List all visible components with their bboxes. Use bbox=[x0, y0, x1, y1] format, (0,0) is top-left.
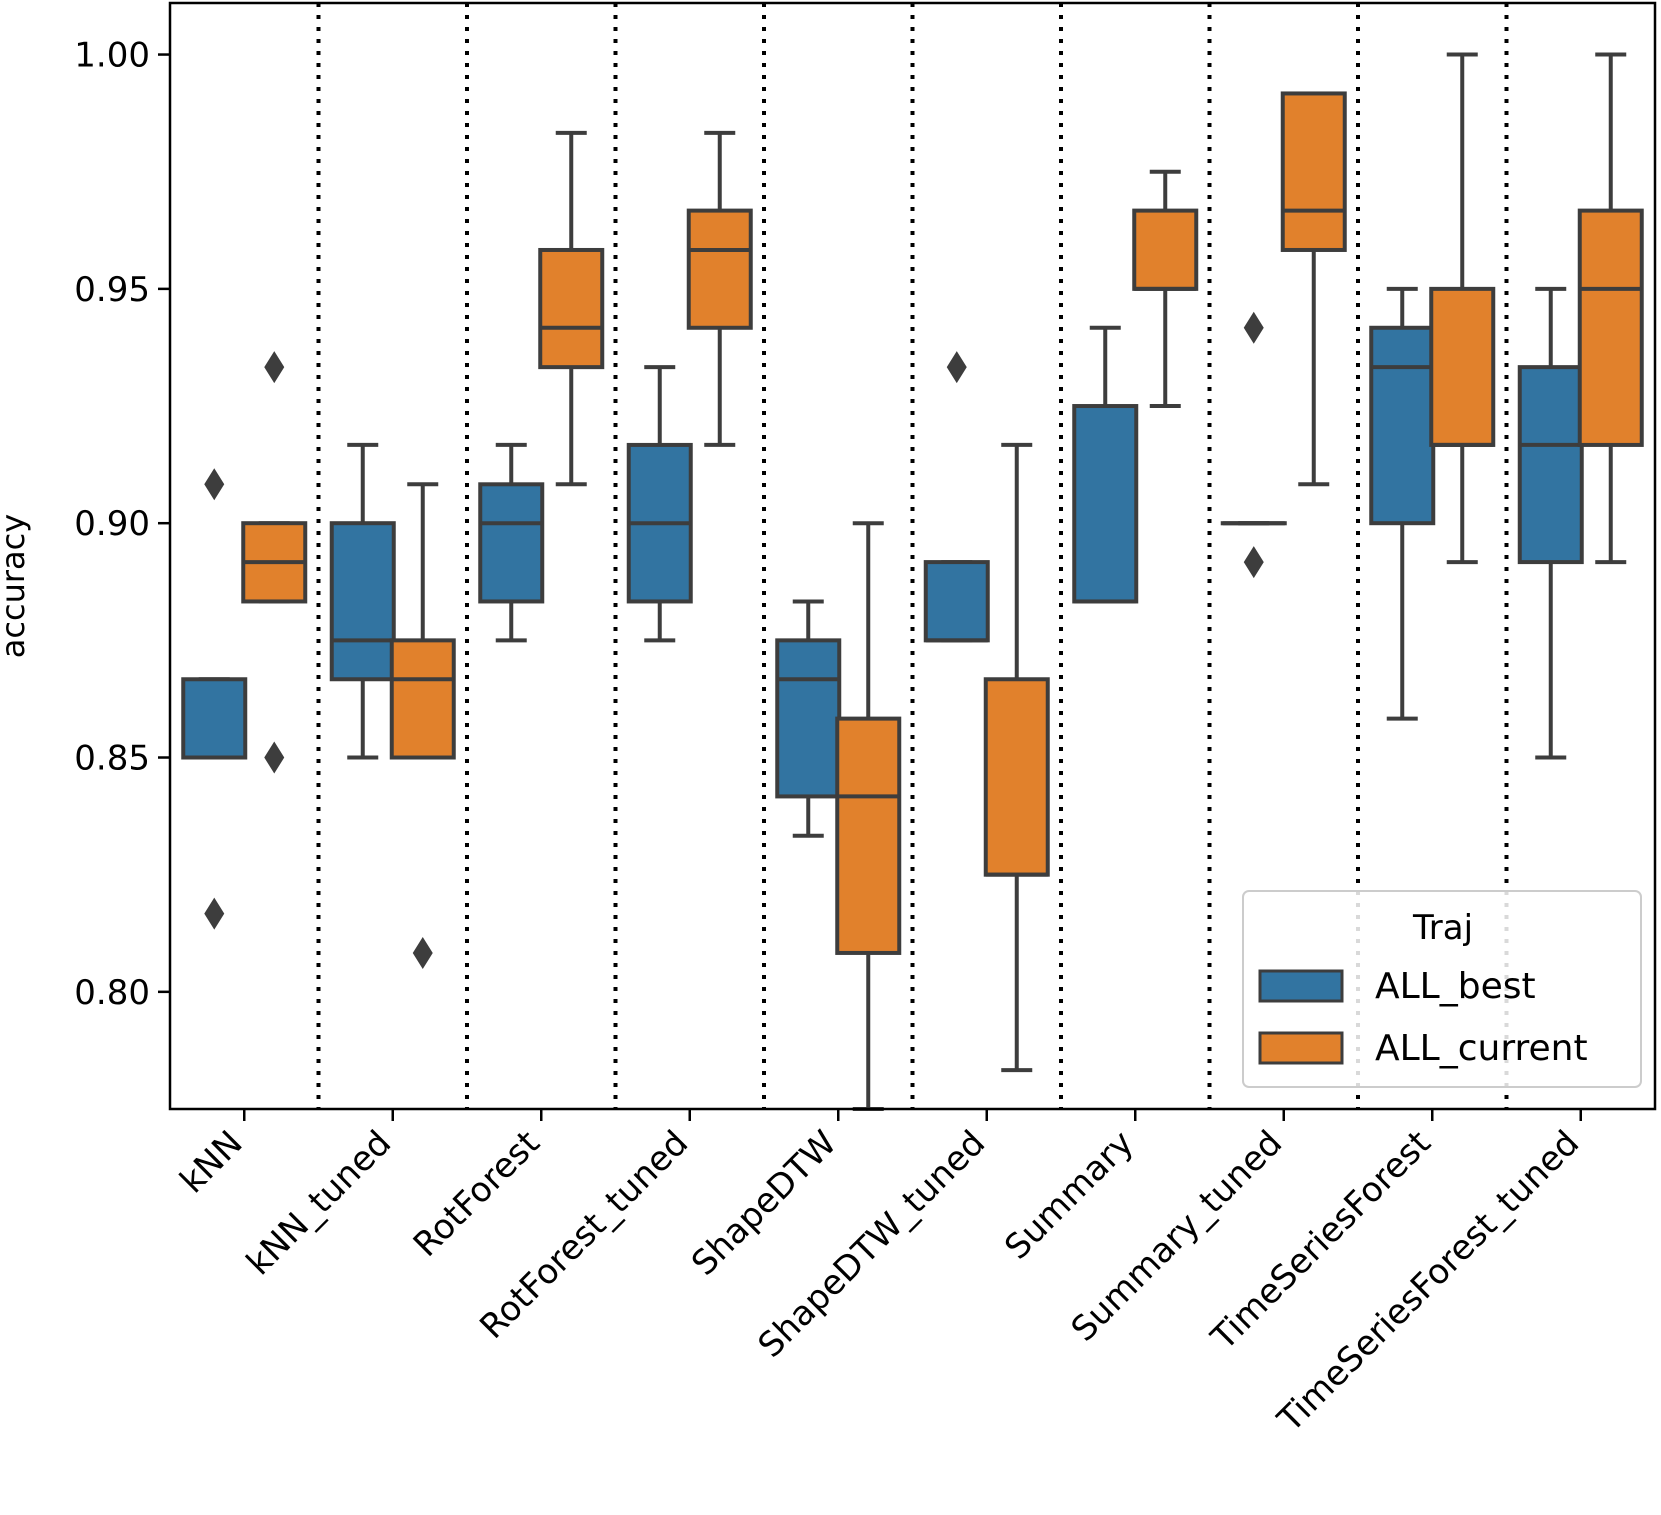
outlier-marker bbox=[204, 468, 225, 501]
legend-label-ALL_best: ALL_best bbox=[1375, 966, 1536, 1007]
outlier-marker bbox=[1243, 311, 1264, 344]
box-ShapeDTW_tuned-ALL_current bbox=[983, 442, 1050, 1073]
box-ShapeDTW-ALL_best bbox=[775, 599, 842, 838]
box-ShapeDTW_tuned-ALL_best bbox=[923, 351, 990, 643]
box-body bbox=[478, 482, 545, 604]
box-TimeSeriesForest-ALL_current bbox=[1429, 52, 1496, 565]
plot-frame bbox=[168, 1, 1657, 1111]
box-body bbox=[1072, 404, 1139, 604]
outlier-marker bbox=[1243, 546, 1264, 579]
x-tick-label: RotForest bbox=[406, 1123, 548, 1265]
x-tick-label: Summary bbox=[997, 1123, 1141, 1267]
box-kNN_tuned-ALL_best bbox=[329, 442, 396, 760]
box-RotForest_tuned-ALL_current bbox=[686, 130, 753, 447]
box-body bbox=[181, 677, 248, 760]
box-kNN-ALL_current bbox=[241, 351, 308, 774]
box-body bbox=[329, 521, 396, 682]
box-body bbox=[1132, 208, 1199, 291]
legend-swatch-ALL_current bbox=[1258, 1031, 1344, 1065]
legend-label-ALL_current: ALL_current bbox=[1375, 1028, 1588, 1069]
box-body bbox=[538, 247, 605, 370]
y-axis-label: accuracy bbox=[0, 514, 32, 658]
y-tick-label: 0.90 bbox=[74, 504, 150, 544]
box-RotForest-ALL_current bbox=[538, 130, 605, 487]
x-tick-label: ShapeDTW bbox=[684, 1123, 845, 1284]
y-tick-label: 0.85 bbox=[74, 739, 150, 779]
legend-title: Traj bbox=[1412, 908, 1473, 948]
box-body bbox=[686, 208, 753, 330]
box-body bbox=[389, 638, 456, 760]
box-Summary-ALL_best bbox=[1072, 325, 1139, 604]
box-TimeSeriesForest_tuned-ALL_current bbox=[1577, 52, 1644, 565]
outlier-marker bbox=[946, 351, 967, 384]
box-kNN-ALL_best bbox=[181, 468, 248, 930]
box-TimeSeriesForest_tuned-ALL_best bbox=[1517, 286, 1584, 760]
legend: Traj ALL_best ALL_current bbox=[1242, 890, 1642, 1088]
y-tick-label: 0.80 bbox=[74, 973, 150, 1013]
box-ShapeDTW-ALL_current bbox=[835, 521, 902, 1111]
box-body bbox=[1577, 208, 1644, 447]
x-tick-label: kNN bbox=[172, 1123, 250, 1201]
box-body bbox=[835, 716, 902, 955]
outlier-marker bbox=[204, 897, 225, 930]
y-axis: 0.80 0.85 0.90 0.95 1.00 bbox=[74, 36, 170, 1013]
box-TimeSeriesForest-ALL_best bbox=[1369, 286, 1436, 721]
x-tick-label: TimeSeriesForest_tuned bbox=[1270, 1123, 1588, 1441]
y-tick-label: 0.95 bbox=[74, 270, 150, 310]
box-kNN_tuned-ALL_current bbox=[389, 482, 456, 969]
outlier-marker bbox=[264, 741, 285, 774]
box-Summary_tuned-ALL_current bbox=[1280, 91, 1347, 487]
legend-swatch-ALL_best bbox=[1258, 969, 1344, 1003]
outlier-marker bbox=[412, 936, 433, 969]
box-body bbox=[923, 560, 990, 643]
box-body bbox=[983, 677, 1050, 877]
y-tick-label: 1.00 bbox=[74, 36, 150, 76]
outlier-marker bbox=[264, 351, 285, 384]
box-body bbox=[1369, 325, 1436, 526]
box-RotForest_tuned-ALL_best bbox=[626, 365, 693, 643]
box-Summary-ALL_current bbox=[1132, 169, 1199, 409]
box-body bbox=[775, 638, 842, 799]
x-tick-label: kNN_tuned bbox=[239, 1123, 399, 1283]
box-body bbox=[1429, 286, 1496, 447]
box-Summary_tuned-ALL_best bbox=[1220, 311, 1287, 579]
box-body bbox=[1517, 365, 1584, 565]
box-body bbox=[1280, 91, 1347, 252]
box-RotForest-ALL_best bbox=[478, 442, 545, 643]
group-separators bbox=[316, 3, 1509, 1109]
